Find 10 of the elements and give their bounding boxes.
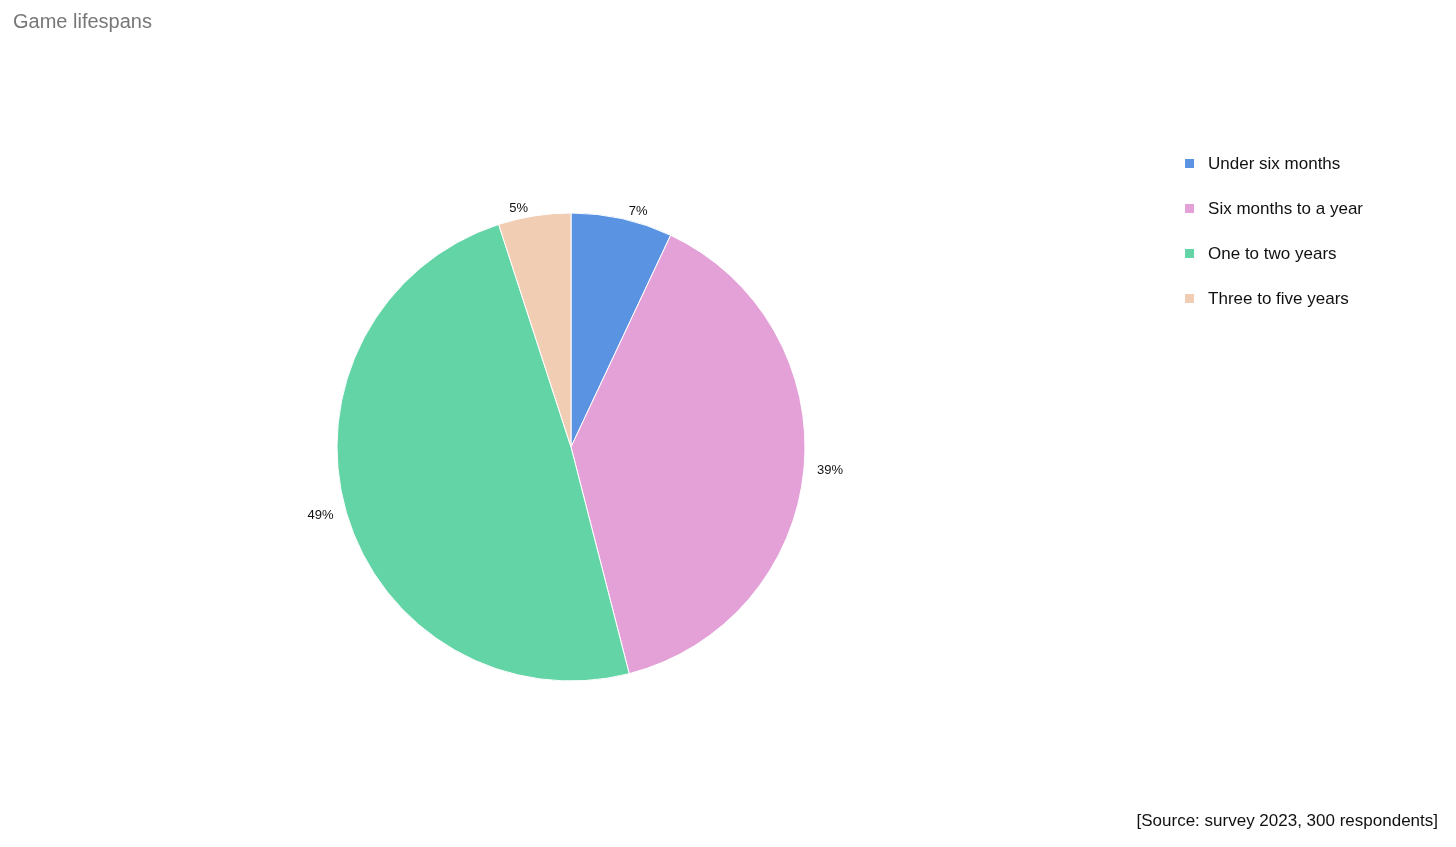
text: Game lifespans — [13, 10, 152, 32]
data-label: 49% — [307, 507, 335, 523]
data-label: 7% — [628, 203, 649, 219]
legend-label: Three to five years — [1208, 289, 1349, 308]
data-label: 5% — [509, 200, 529, 216]
legend-label: One to two years — [1208, 244, 1337, 263]
data-label: 39% — [816, 462, 844, 478]
legend-label: Six months to a year — [1208, 199, 1364, 218]
legend-label: Under six months — [1208, 154, 1341, 173]
text: [Source: survey 2023, 300 respondents] — [1136, 811, 1438, 830]
